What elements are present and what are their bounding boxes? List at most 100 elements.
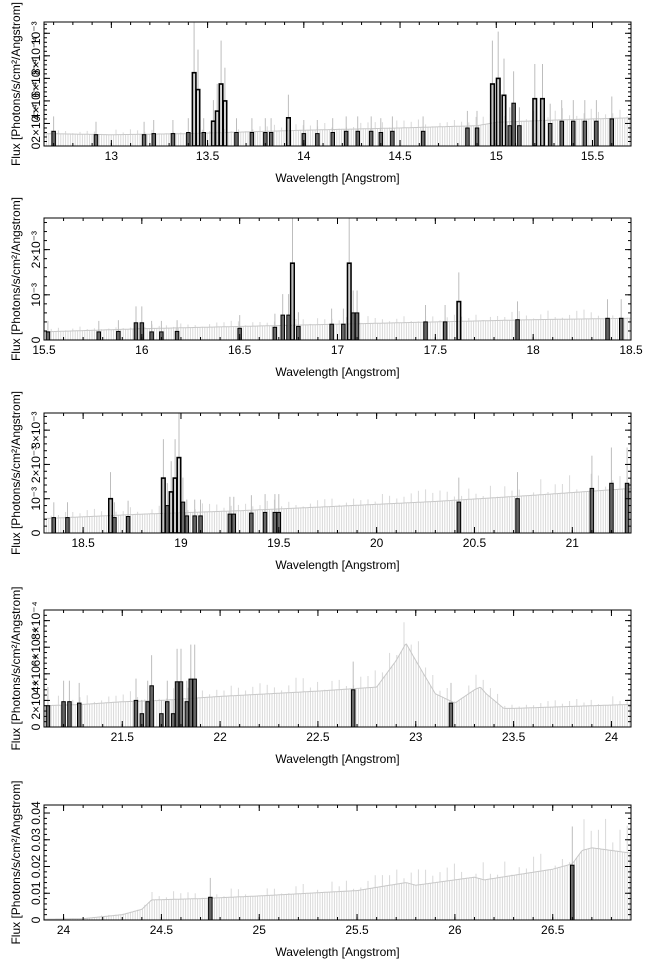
x-tick-label: 20.5 bbox=[463, 536, 487, 550]
data-bin bbox=[609, 482, 614, 533]
data-bin bbox=[178, 681, 184, 727]
y-axis-title: Flux [Photons/s/cm²/Angstrom] bbox=[9, 2, 23, 166]
x-tick-label: 23 bbox=[409, 730, 423, 744]
y-tick-label: 8×10⁻⁴ bbox=[29, 37, 43, 76]
y-tick-label: 10⁻³ bbox=[29, 283, 43, 307]
x-tick-label: 18.5 bbox=[71, 536, 95, 550]
data-bin bbox=[174, 330, 180, 340]
y-tick-label: 6×10⁻⁴ bbox=[29, 628, 43, 667]
y-tick-label: 6×10⁻⁴ bbox=[29, 59, 43, 98]
data-bin bbox=[184, 701, 190, 727]
y-tick-label: 0 bbox=[29, 336, 43, 343]
data-bin bbox=[289, 262, 296, 340]
data-bin bbox=[420, 130, 426, 146]
data-bin bbox=[609, 118, 614, 146]
data-bin bbox=[149, 685, 154, 727]
y-tick-label: 0.02 bbox=[29, 855, 43, 879]
y-tick-label: 0 bbox=[29, 529, 43, 536]
data-bin bbox=[515, 319, 520, 340]
data-bin bbox=[378, 132, 384, 146]
data-bin bbox=[330, 132, 335, 146]
data-bin bbox=[474, 127, 480, 146]
data-bin bbox=[272, 326, 278, 340]
model-spectrum bbox=[44, 309, 631, 340]
x-tick-label: 16 bbox=[135, 343, 149, 357]
y-axis-title: Flux [Photons/s/cm²/Angstrom] bbox=[9, 780, 23, 944]
data-bin bbox=[210, 120, 216, 146]
plot-area bbox=[44, 22, 631, 146]
model-outline bbox=[44, 847, 631, 920]
data-bin bbox=[112, 517, 117, 533]
data-bin bbox=[180, 501, 186, 533]
data-bin bbox=[315, 133, 320, 146]
x-axis: 13 13.5 14 14.5 15 15.5 bbox=[53, 22, 632, 163]
data-bin bbox=[188, 678, 193, 727]
data-bin bbox=[186, 132, 191, 146]
y-tick-label: 8×10⁻⁴ bbox=[29, 601, 43, 640]
y-tick-label: 0.03 bbox=[29, 828, 43, 852]
data-bin bbox=[160, 477, 166, 533]
data-bin bbox=[165, 701, 170, 727]
y-axis: 0 2×10⁻⁴4×10⁻⁴6×10⁻⁴8×10⁻⁴ bbox=[29, 601, 631, 730]
x-tick-label: 26 bbox=[448, 923, 462, 937]
data-bin bbox=[141, 134, 147, 146]
data-bin bbox=[582, 120, 588, 146]
data-bin bbox=[168, 491, 174, 533]
y-tick-label: 0.01 bbox=[29, 881, 43, 905]
data-bin bbox=[501, 94, 507, 146]
x-tick-label: 25 bbox=[253, 923, 267, 937]
y-tick-label: 2×10⁻⁴ bbox=[29, 681, 43, 720]
data-bin bbox=[174, 681, 180, 727]
y-tick-label: 0.04 bbox=[29, 801, 43, 825]
data-bin bbox=[208, 896, 213, 920]
data-bin bbox=[456, 300, 462, 340]
x-tick-label: 26.5 bbox=[541, 923, 565, 937]
data-bin bbox=[77, 702, 82, 727]
x-tick-label: 14.5 bbox=[388, 149, 412, 163]
data-bin bbox=[268, 132, 274, 146]
y-tick-label: 3×10⁻³ bbox=[29, 411, 43, 448]
chart-panel-4: 21.5 22 22.5 23 23.5 24 0 2×10⁻⁴4×10⁻⁴6×10⁻⁴8×1… bbox=[9, 586, 632, 766]
x-tick-label: 16.5 bbox=[228, 343, 252, 357]
data-bin bbox=[570, 864, 575, 920]
y-axis-title: Flux [Photons/s/cm²/Angstrom] bbox=[9, 391, 23, 555]
data-bin bbox=[619, 317, 624, 340]
data-bin bbox=[139, 713, 145, 727]
data-bin bbox=[249, 512, 254, 533]
data-bin bbox=[605, 317, 610, 340]
chart-panel-1: 13 13.5 14 14.5 15 15.502×10⁻⁴4×10⁻⁴6×10⁻⁴8×1… bbox=[9, 2, 632, 185]
observed-data bbox=[51, 22, 614, 146]
data-bin bbox=[511, 102, 516, 146]
data-bin bbox=[249, 132, 255, 146]
x-tick-label: 22.5 bbox=[306, 730, 330, 744]
data-bin bbox=[125, 516, 131, 533]
data-bin bbox=[176, 456, 182, 533]
observed-data bbox=[51, 413, 630, 533]
data-bin bbox=[65, 517, 70, 533]
x-tick-label: 15 bbox=[490, 149, 504, 163]
data-bin bbox=[234, 132, 239, 146]
y-tick-label: 0 bbox=[29, 142, 43, 149]
plot-area bbox=[44, 818, 631, 920]
data-bin bbox=[456, 501, 462, 533]
data-bin bbox=[343, 130, 349, 146]
data-bin bbox=[133, 322, 139, 340]
data-bin bbox=[149, 331, 154, 340]
chart-panel-5: 24 24.5 25 25.5 26 26.5 0 0.01 0.02 0.03 0.04 Wavel… bbox=[9, 780, 632, 959]
data-bin bbox=[272, 511, 278, 533]
y-tick-label: 4×10⁻⁴ bbox=[29, 82, 43, 121]
y-axis: 0 0.01 0.02 0.03 0.04 bbox=[29, 801, 631, 923]
y-axis: 0 10⁻³ 2×10⁻³ bbox=[29, 222, 631, 343]
y-axis: 0 10⁻³ 2×10⁻³3×10⁻³ bbox=[29, 411, 631, 536]
y-tick-label: 10⁻³ bbox=[29, 21, 43, 45]
data-bin bbox=[191, 71, 197, 146]
x-tick-label: 19 bbox=[174, 536, 188, 550]
data-bin bbox=[51, 130, 56, 146]
data-bin bbox=[184, 515, 190, 533]
data-bin bbox=[346, 262, 352, 340]
data-bin bbox=[547, 123, 553, 146]
data-bin bbox=[214, 110, 220, 146]
observed-data bbox=[208, 826, 575, 920]
data-bin bbox=[448, 702, 454, 727]
